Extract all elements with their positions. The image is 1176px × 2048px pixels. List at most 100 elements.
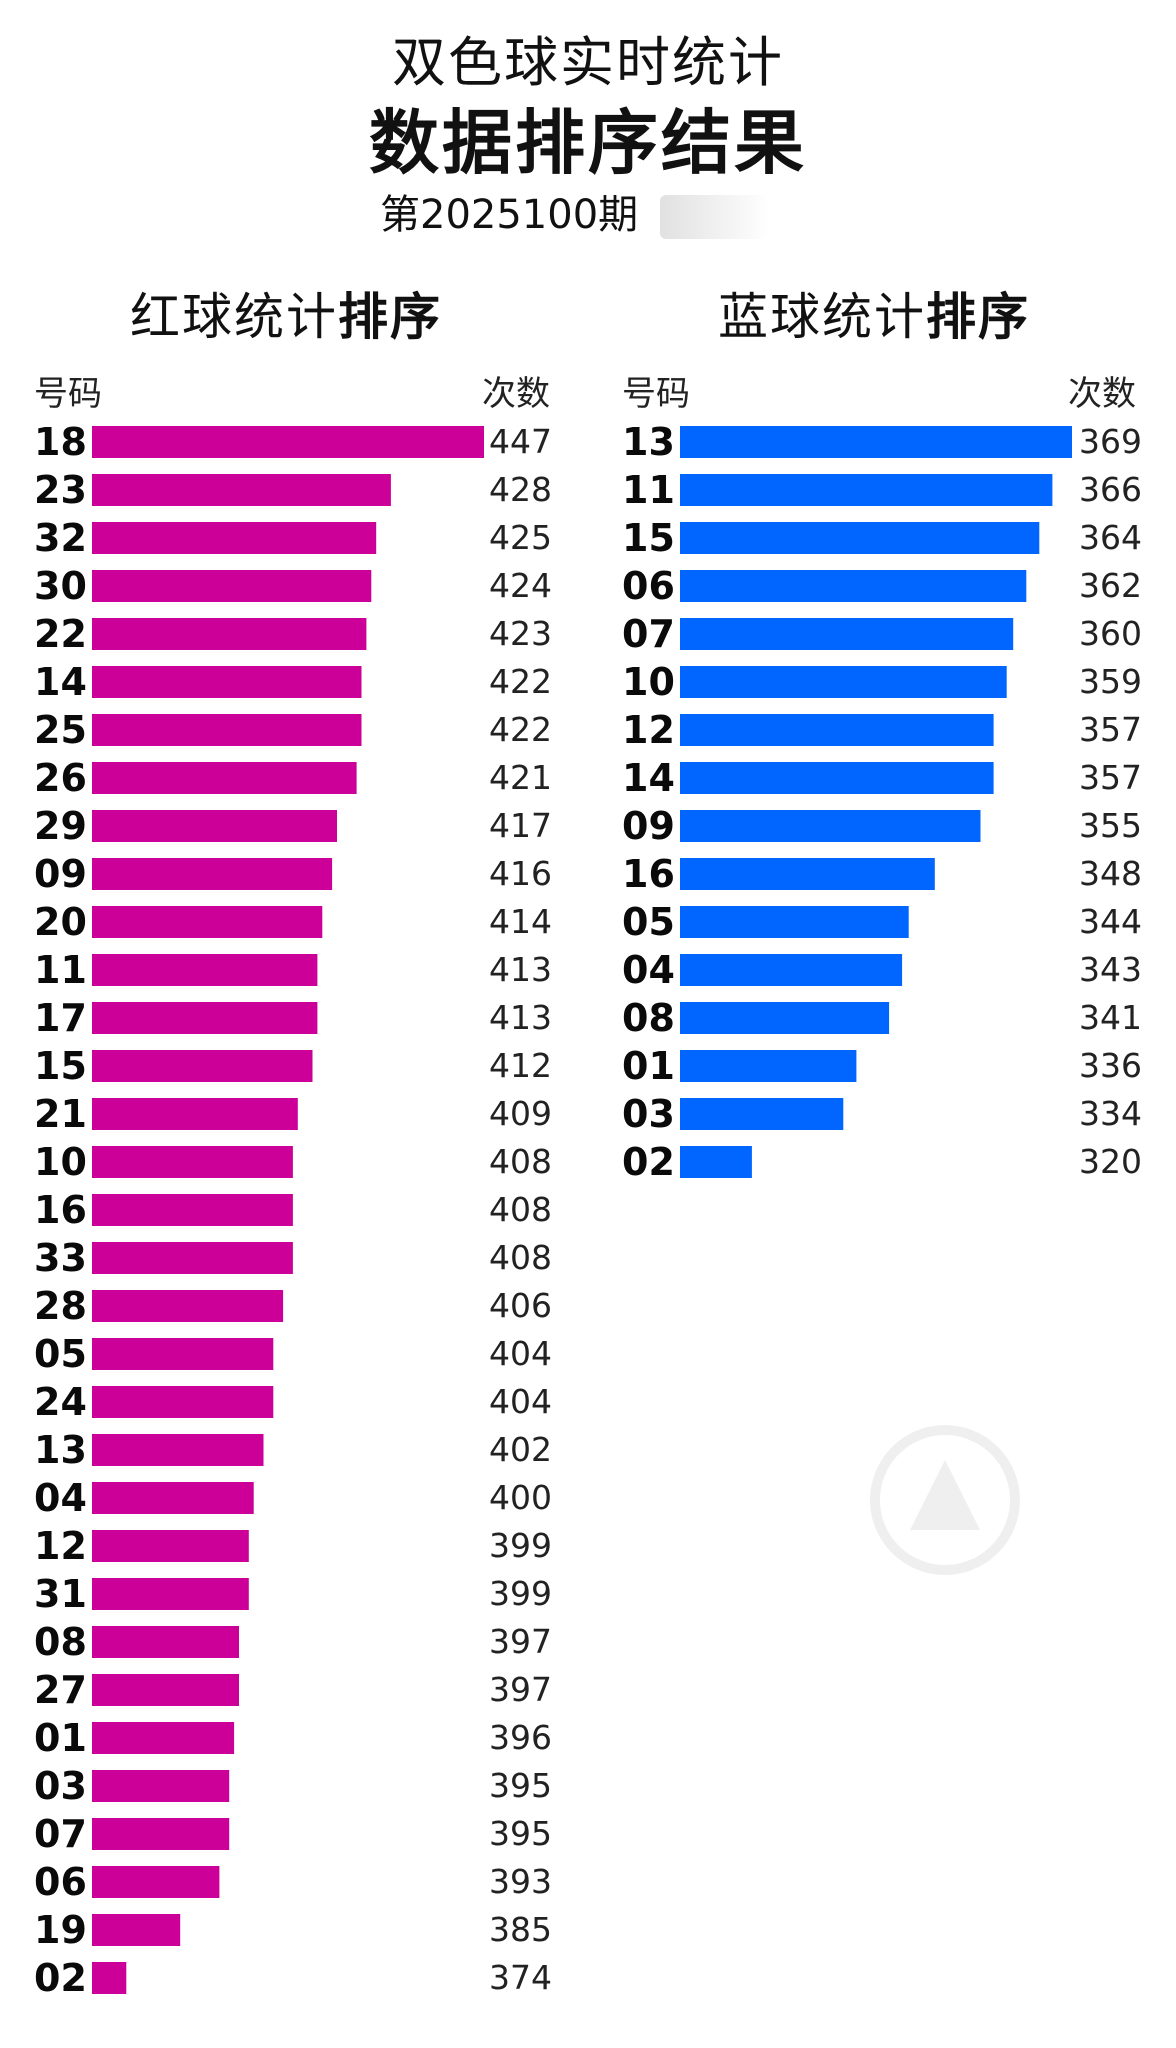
red-ball-number: 01 bbox=[34, 1716, 87, 1760]
blue-count-label: 366 bbox=[1079, 470, 1142, 509]
red-count-label: 399 bbox=[489, 1574, 552, 1613]
red-ball-number: 20 bbox=[34, 900, 87, 944]
red-ball-number: 12 bbox=[34, 1524, 87, 1568]
red-ball-number: 05 bbox=[34, 1332, 87, 1376]
blurred-overlay bbox=[660, 195, 770, 239]
blue-number-header: 号码 bbox=[622, 374, 690, 414]
red-bar-13 bbox=[92, 1434, 264, 1466]
red-bar-18 bbox=[92, 426, 484, 458]
red-ball-number: 08 bbox=[34, 1620, 87, 1664]
blue-bar-13 bbox=[680, 426, 1072, 458]
red-title-bold: 排序 bbox=[338, 288, 442, 346]
red-ball-number: 24 bbox=[34, 1380, 87, 1424]
red-ball-number: 33 bbox=[34, 1236, 87, 1280]
page-subtitle: 数据排序结果 bbox=[369, 102, 807, 184]
red-count-label: 424 bbox=[489, 566, 552, 605]
red-count-label: 423 bbox=[489, 614, 552, 653]
red-count-label: 396 bbox=[489, 1718, 552, 1757]
red-ball-number: 15 bbox=[34, 1044, 87, 1088]
red-bar-08 bbox=[92, 1626, 239, 1658]
blue-ball-number: 10 bbox=[622, 660, 675, 704]
red-bar-22 bbox=[92, 618, 367, 650]
blue-bar-11 bbox=[680, 474, 1053, 506]
red-count-label: 422 bbox=[489, 662, 552, 701]
red-count-label: 397 bbox=[489, 1622, 552, 1661]
red-count-header: 次数 bbox=[482, 374, 550, 414]
red-count-label: 425 bbox=[489, 518, 552, 557]
red-bar-21 bbox=[92, 1098, 298, 1130]
blue-ball-number: 07 bbox=[622, 612, 675, 656]
red-bar-29 bbox=[92, 810, 337, 842]
blue-bar-16 bbox=[680, 858, 935, 890]
blue-ball-number: 15 bbox=[622, 516, 675, 560]
red-count-label: 408 bbox=[489, 1238, 552, 1277]
blue-bar-04 bbox=[680, 954, 903, 986]
blue-bar-06 bbox=[680, 570, 1027, 602]
red-ball-number: 11 bbox=[34, 948, 87, 992]
red-bar-10 bbox=[92, 1146, 293, 1178]
blue-bar-15 bbox=[680, 522, 1040, 554]
blue-ball-number: 11 bbox=[622, 468, 675, 512]
blue-ball-number: 04 bbox=[622, 948, 675, 992]
red-bar-30 bbox=[92, 570, 372, 602]
blue-bar-08 bbox=[680, 1002, 890, 1034]
red-bar-17 bbox=[92, 1002, 318, 1034]
red-count-label: 408 bbox=[489, 1190, 552, 1229]
blue-bar-01 bbox=[680, 1050, 857, 1082]
red-number-header: 号码 bbox=[34, 374, 102, 414]
blue-ball-number: 13 bbox=[622, 420, 675, 464]
red-count-label: 395 bbox=[489, 1814, 552, 1853]
red-ball-number: 28 bbox=[34, 1284, 87, 1328]
red-ball-number: 14 bbox=[34, 660, 87, 704]
red-count-label: 428 bbox=[489, 470, 552, 509]
blue-title-regular: 蓝球统计 bbox=[718, 288, 926, 346]
red-count-label: 399 bbox=[489, 1526, 552, 1565]
red-count-label: 374 bbox=[489, 1958, 552, 1997]
red-count-label: 412 bbox=[489, 1046, 552, 1085]
red-ball-number: 27 bbox=[34, 1668, 87, 1712]
blue-bar-03 bbox=[680, 1098, 844, 1130]
red-count-label: 409 bbox=[489, 1094, 552, 1133]
red-bar-31 bbox=[92, 1578, 249, 1610]
blue-count-label: 336 bbox=[1079, 1046, 1142, 1085]
blue-bar-14 bbox=[680, 762, 994, 794]
blue-count-label: 362 bbox=[1079, 566, 1142, 605]
red-bar-11 bbox=[92, 954, 318, 986]
red-bar-07 bbox=[92, 1818, 230, 1850]
red-ball-number: 04 bbox=[34, 1476, 87, 1520]
blue-count-label: 355 bbox=[1079, 806, 1142, 845]
red-count-label: 421 bbox=[489, 758, 552, 797]
red-count-label: 404 bbox=[489, 1382, 552, 1421]
red-count-label: 422 bbox=[489, 710, 552, 749]
red-bar-06 bbox=[92, 1866, 220, 1898]
red-count-label: 416 bbox=[489, 854, 552, 893]
blue-count-label: 360 bbox=[1079, 614, 1142, 653]
blue-ball-number: 06 bbox=[622, 564, 675, 608]
red-count-label: 402 bbox=[489, 1430, 552, 1469]
red-bar-03 bbox=[92, 1770, 230, 1802]
red-ball-number: 25 bbox=[34, 708, 87, 752]
red-count-label: 413 bbox=[489, 998, 552, 1037]
red-ball-number: 16 bbox=[34, 1188, 87, 1232]
red-count-label: 400 bbox=[489, 1478, 552, 1517]
page-title: 双色球实时统计 bbox=[392, 31, 784, 94]
red-bar-28 bbox=[92, 1290, 284, 1322]
red-count-label: 397 bbox=[489, 1670, 552, 1709]
red-bar-09 bbox=[92, 858, 333, 890]
blue-ball-number: 03 bbox=[622, 1092, 675, 1136]
red-count-label: 404 bbox=[489, 1334, 552, 1373]
red-count-label: 447 bbox=[489, 422, 552, 461]
blue-count-label: 348 bbox=[1079, 854, 1142, 893]
blue-count-label: 359 bbox=[1079, 662, 1142, 701]
blue-ball-number: 12 bbox=[622, 708, 675, 752]
red-bar-12 bbox=[92, 1530, 249, 1562]
blue-ball-number: 05 bbox=[622, 900, 675, 944]
red-count-label: 413 bbox=[489, 950, 552, 989]
blue-ball-number: 09 bbox=[622, 804, 675, 848]
issue-number: 第2025100期 bbox=[380, 192, 639, 238]
blue-bar-12 bbox=[680, 714, 994, 746]
blue-count-label: 341 bbox=[1079, 998, 1142, 1037]
red-bar-24 bbox=[92, 1386, 274, 1418]
red-count-label: 395 bbox=[489, 1766, 552, 1805]
red-ball-number: 17 bbox=[34, 996, 87, 1040]
